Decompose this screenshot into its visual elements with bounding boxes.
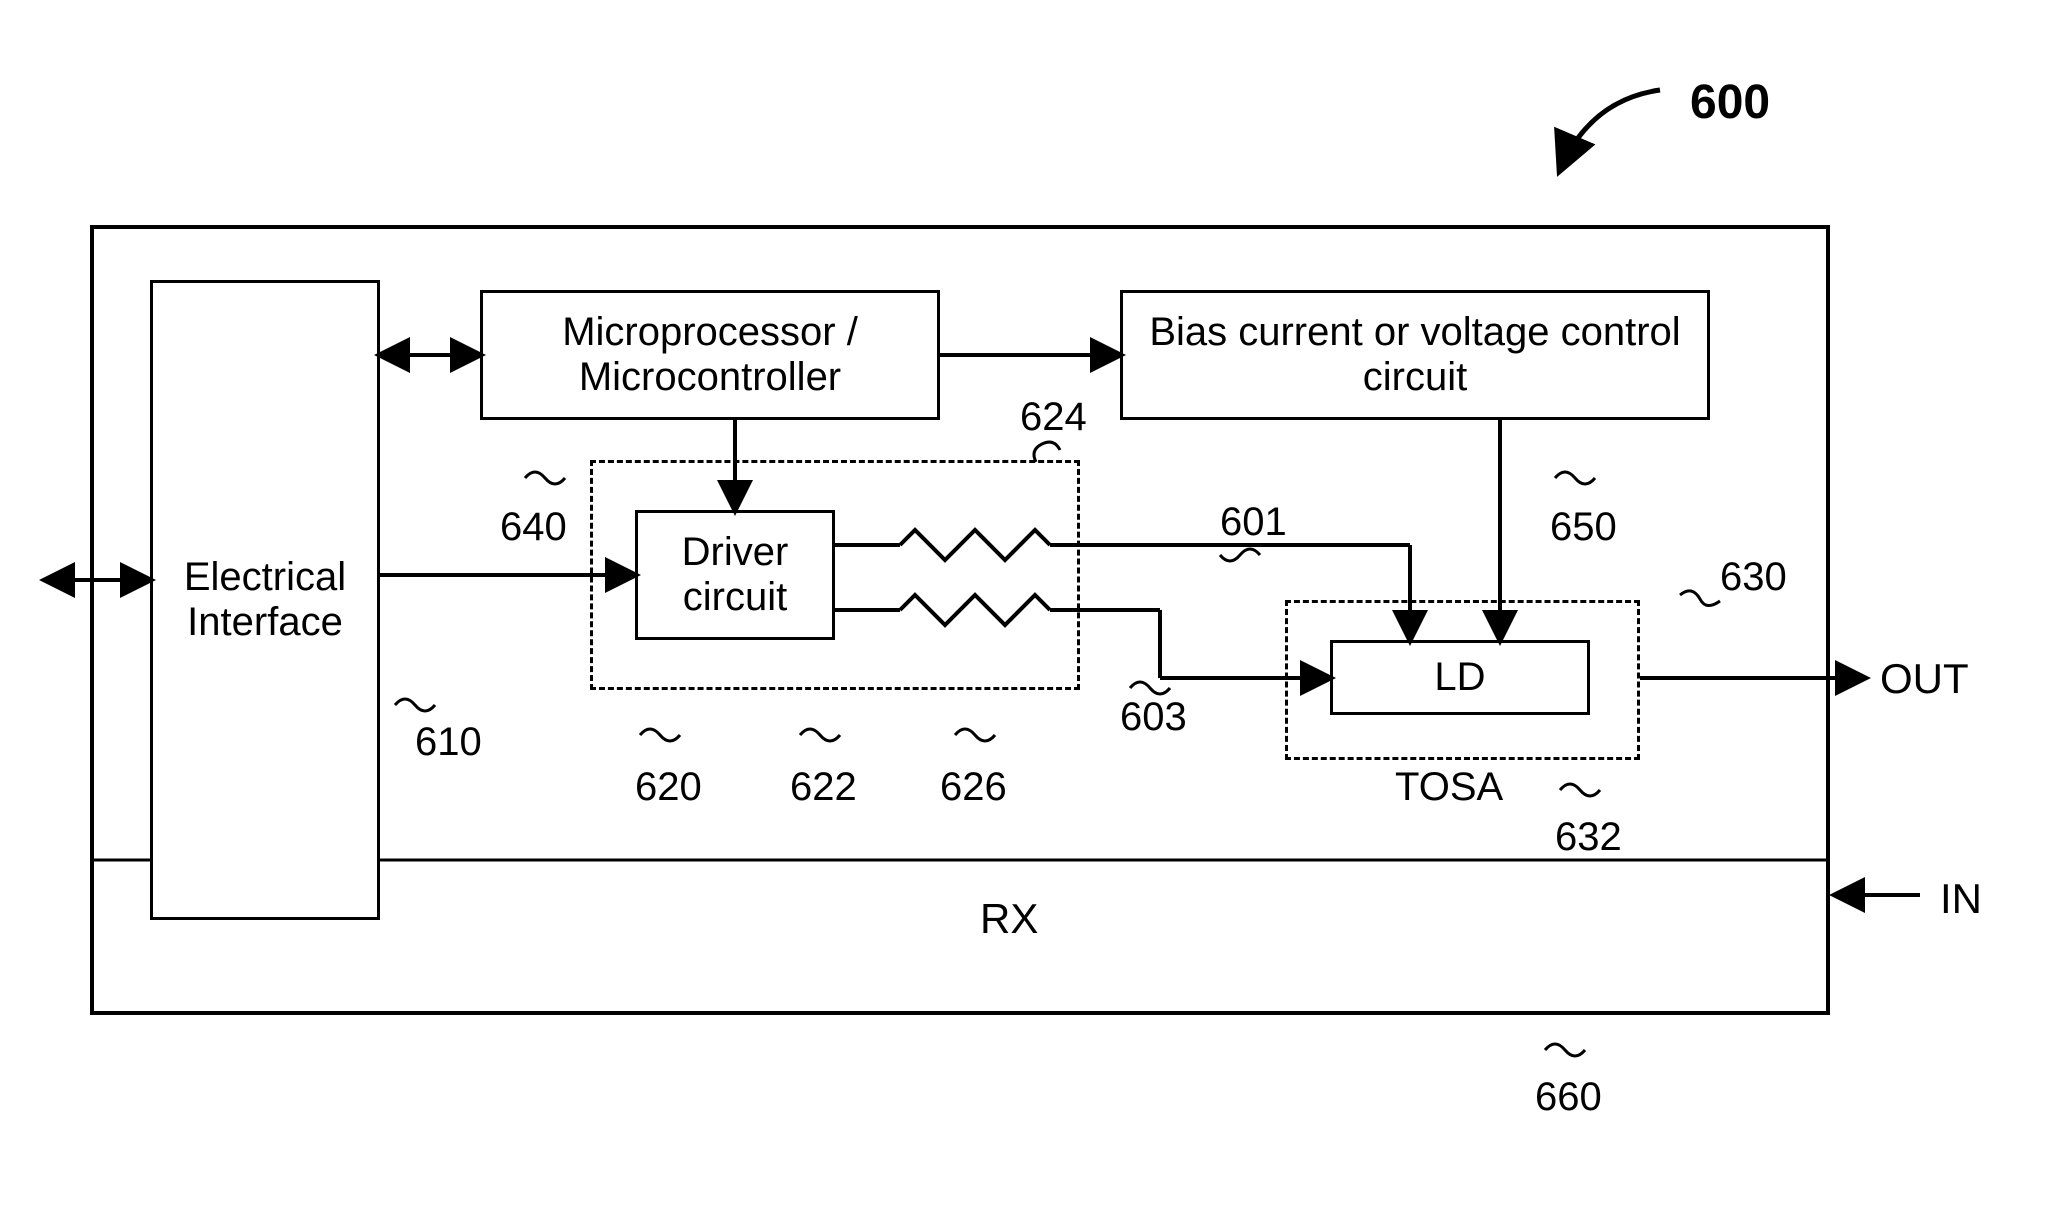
driver-circuit-label: Driver circuit	[638, 530, 832, 620]
ld-label: LD	[1434, 655, 1485, 700]
ref-640: 640	[500, 505, 567, 550]
block-electrical-interface: Electrical Interface	[150, 280, 380, 920]
electrical-interface-label: Electrical Interface	[153, 555, 377, 645]
ref-610: 610	[415, 720, 482, 765]
bias-control-label: Bias current or voltage control circuit	[1123, 310, 1707, 400]
microprocessor-label: Microprocessor / Microcontroller	[483, 310, 937, 400]
ref-630: 630	[1720, 555, 1787, 600]
block-bias-control: Bias current or voltage control circuit	[1120, 290, 1710, 420]
block-microprocessor: Microprocessor / Microcontroller	[480, 290, 940, 420]
ref-632: 632	[1555, 815, 1622, 860]
ref-624: 624	[1020, 395, 1087, 440]
block-driver-circuit: Driver circuit	[635, 510, 835, 640]
label-in: IN	[1940, 875, 1982, 923]
ref-660: 660	[1535, 1075, 1602, 1120]
ref-622: 622	[790, 765, 857, 810]
ref-620: 620	[635, 765, 702, 810]
ref-601: 601	[1220, 500, 1287, 545]
label-rx: RX	[980, 895, 1038, 943]
block-ld: LD	[1330, 640, 1590, 715]
label-out: OUT	[1880, 655, 1969, 703]
ref-603: 603	[1120, 695, 1187, 740]
ref-650: 650	[1550, 505, 1617, 550]
ref-626: 626	[940, 765, 1007, 810]
ref-600: 600	[1690, 75, 1770, 130]
diagram-canvas: Electrical Interface Microprocessor / Mi…	[0, 0, 2064, 1228]
label-tosa: TOSA	[1395, 765, 1503, 810]
